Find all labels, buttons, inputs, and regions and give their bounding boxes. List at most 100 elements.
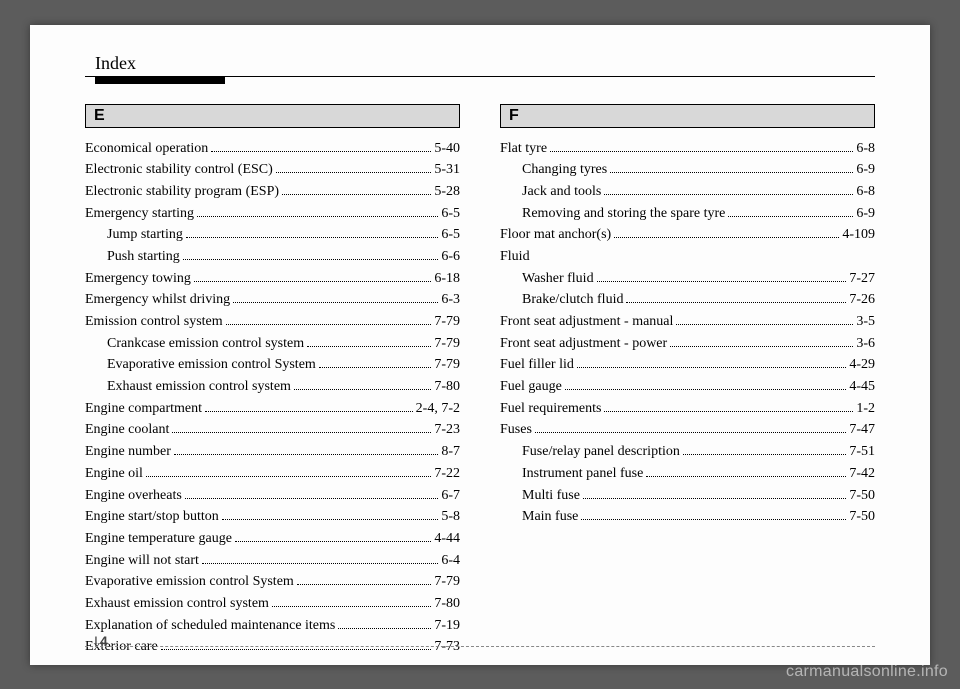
leader-dots <box>202 552 438 564</box>
document-page: Index E Economical operation 5-40Electro… <box>30 25 930 665</box>
index-entry: Engine temperature gauge4-44 <box>85 528 460 550</box>
entry-page: 7-23 <box>434 419 460 441</box>
entries-right: Flat tyre 6-8Changing tyres 6-9Jack and … <box>500 138 875 528</box>
entry-label: Emergency whilst driving <box>85 289 230 311</box>
leader-dots <box>186 226 438 238</box>
entry-page: 5-28 <box>434 181 460 203</box>
entry-page: 2-4, 7-2 <box>416 398 460 420</box>
entry-label: Fuses <box>500 419 532 441</box>
entry-label: Emission control system <box>85 311 223 333</box>
leader-dots <box>597 270 847 282</box>
entry-page: 7-22 <box>434 463 460 485</box>
page-footer: I4 <box>30 646 930 647</box>
entry-page: 4-109 <box>842 224 875 246</box>
index-entry: Electronic stability control (ESC) 5-31 <box>85 159 460 181</box>
leader-dots <box>614 226 839 238</box>
page-title: Index <box>85 53 875 76</box>
entry-label: Engine oil <box>85 463 143 485</box>
entry-page: 7-26 <box>849 289 875 311</box>
leader-dots <box>146 465 431 477</box>
index-entry: Fluid <box>500 246 875 268</box>
entry-label: Removing and storing the spare tyre <box>522 203 725 225</box>
index-entry: Evaporative emission control System 7-79 <box>85 571 460 593</box>
index-entry: Jack and tools 6-8 <box>500 181 875 203</box>
index-entry: Engine will not start 6-4 <box>85 550 460 572</box>
index-entry: Jump starting 6-5 <box>85 224 460 246</box>
leader-dots <box>183 248 439 260</box>
index-entry: Economical operation 5-40 <box>85 138 460 160</box>
entry-page: 7-51 <box>849 441 875 463</box>
entry-label: Evaporative emission control System <box>107 354 316 376</box>
index-entry: Washer fluid 7-27 <box>500 268 875 290</box>
index-entry: Brake/clutch fluid 7-26 <box>500 289 875 311</box>
entry-label: Front seat adjustment - power <box>500 333 667 355</box>
entry-page: 7-50 <box>849 485 875 507</box>
entry-label: Main fuse <box>522 506 578 528</box>
entry-label: Engine compartment <box>85 398 202 420</box>
entry-label: Explanation of scheduled maintenance ite… <box>85 615 335 637</box>
leader-dots <box>550 140 853 152</box>
entry-page: 7-79 <box>434 354 460 376</box>
index-entry: Fuel requirements 1-2 <box>500 398 875 420</box>
index-entry: Engine oil 7-22 <box>85 463 460 485</box>
entry-label: Jump starting <box>107 224 183 246</box>
leader-dots <box>583 487 846 499</box>
index-entry: Engine compartment 2-4, 7-2 <box>85 398 460 420</box>
index-entry: Crankcase emission control system 7-79 <box>85 333 460 355</box>
entry-page: 6-8 <box>856 181 875 203</box>
entry-page: 7-79 <box>434 571 460 593</box>
watermark-text: carmanualsonline.info <box>786 663 948 681</box>
index-entry: Fuel filler lid 4-29 <box>500 354 875 376</box>
leader-dots <box>604 183 853 195</box>
entry-page: 7-73 <box>434 636 460 658</box>
index-entry: Emergency towing 6-18 <box>85 268 460 290</box>
entry-label: Brake/clutch fluid <box>522 289 623 311</box>
leader-dots <box>319 356 432 368</box>
entry-label: Push starting <box>107 246 180 268</box>
index-entry: Electronic stability program (ESP) 5-28 <box>85 181 460 203</box>
leader-dots <box>670 335 853 347</box>
index-entry: Multi fuse 7-50 <box>500 485 875 507</box>
entry-label: Crankcase emission control system <box>107 333 304 355</box>
entry-label: Engine temperature gauge <box>85 528 232 550</box>
entry-page: 7-47 <box>849 419 875 441</box>
entry-label: Instrument panel fuse <box>522 463 643 485</box>
entry-page: 4-29 <box>849 354 875 376</box>
leader-dots <box>235 530 431 542</box>
section-letter-f: F <box>500 104 875 128</box>
leader-dots <box>172 422 431 434</box>
leader-dots <box>185 487 439 499</box>
leader-dots <box>683 443 846 455</box>
entry-page: 6-9 <box>856 203 875 225</box>
entry-label: Electronic stability program (ESP) <box>85 181 279 203</box>
index-entry: Front seat adjustment - manual 3-5 <box>500 311 875 333</box>
leader-dots <box>297 573 432 585</box>
entry-page: 5-8 <box>441 506 460 528</box>
leader-dots <box>233 291 438 303</box>
leader-dots <box>610 161 853 173</box>
entry-label: Engine number <box>85 441 171 463</box>
entry-label: Fuel filler lid <box>500 354 574 376</box>
leader-dots <box>626 291 846 303</box>
page-number: I4 <box>94 633 108 649</box>
index-columns: E Economical operation 5-40Electronic st… <box>85 104 875 659</box>
entry-label: Jack and tools <box>522 181 601 203</box>
leader-dots <box>604 400 853 412</box>
entry-label: Fuse/relay panel description <box>522 441 680 463</box>
leader-dots <box>205 400 413 412</box>
entry-label: Engine start/stop button <box>85 506 219 528</box>
entry-page: 7-19 <box>434 615 460 637</box>
index-entry: Fuel gauge 4-45 <box>500 376 875 398</box>
index-entry: Fuse/relay panel description 7-51 <box>500 441 875 463</box>
leader-dots <box>222 508 439 520</box>
page-header: Index <box>85 53 875 84</box>
entry-label: Floor mat anchor(s) <box>500 224 611 246</box>
index-entry: Floor mat anchor(s) 4-109 <box>500 224 875 246</box>
title-accent-bar <box>95 76 225 84</box>
right-column: F Flat tyre 6-8Changing tyres 6-9Jack an… <box>500 104 875 659</box>
leader-dots <box>581 508 846 520</box>
index-entry: Flat tyre 6-8 <box>500 138 875 160</box>
entry-label: Evaporative emission control System <box>85 571 294 593</box>
entry-page: 7-79 <box>434 311 460 333</box>
entry-label: Flat tyre <box>500 138 547 160</box>
